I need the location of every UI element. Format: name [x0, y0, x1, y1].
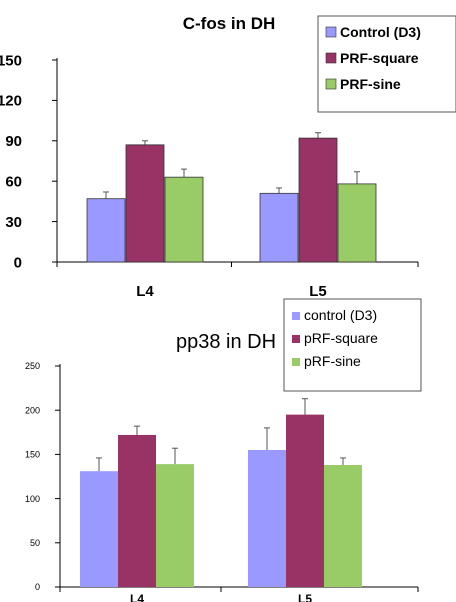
legend: Control (D3) PRF-square PRF-sine: [317, 15, 456, 113]
legend: control (D3) pRF-square pRF-sine: [283, 298, 422, 392]
y-tick-label: 150: [0, 52, 22, 69]
legend-box: [283, 298, 422, 392]
legend-label: PRF-sine: [340, 76, 401, 92]
legend-swatch: [292, 335, 300, 343]
y-tick-label: 30: [5, 214, 22, 231]
bar: [259, 192, 299, 263]
legend-swatch: [325, 78, 337, 90]
bar: [298, 137, 338, 263]
chart-1: C-fos in DH 0 30 60 90 120 150 L4 L5 Control (D3)…: [0, 14, 456, 300]
legend-box: [317, 15, 456, 113]
y-tick-label: 60: [5, 173, 22, 190]
y-tick-label: 250: [25, 361, 40, 371]
y-tick-label: 0: [35, 582, 40, 592]
x-category-label: L4: [130, 592, 144, 602]
bar: [286, 414, 324, 587]
legend-label: Control (D3): [340, 24, 421, 40]
bar: [86, 198, 126, 263]
legend-label: control (D3): [304, 307, 377, 323]
bar: [80, 471, 118, 587]
legend-swatch: [292, 312, 300, 320]
y-tick-label: 200: [25, 405, 40, 415]
legend-swatch: [292, 358, 300, 366]
y-tick-label: 0: [14, 254, 22, 271]
bar: [337, 183, 377, 263]
legend-label: PRF-square: [340, 50, 419, 66]
chart-title: C-fos in DH: [183, 14, 276, 33]
y-tick-label: 90: [5, 133, 22, 150]
bar: [118, 434, 156, 587]
bar: [156, 464, 194, 587]
chart-2: pp38 in DH 0 50 100 150 200 250 L4 L5 control (D3…: [25, 298, 422, 602]
bar: [248, 449, 286, 587]
x-category-label: L5: [309, 283, 327, 300]
legend-swatch: [325, 26, 337, 38]
y-tick-label: 150: [25, 450, 40, 460]
legend-swatch: [325, 52, 337, 64]
y-tick-label: 120: [0, 93, 22, 110]
y-tick-label: 100: [25, 494, 40, 504]
bar: [125, 144, 165, 263]
x-category-label: L5: [298, 592, 312, 602]
chart-title: pp38 in DH: [176, 331, 276, 353]
x-category-label: L4: [136, 283, 154, 300]
bar: [164, 176, 204, 263]
bar: [324, 465, 362, 587]
legend-label: pRF-sine: [304, 353, 361, 369]
legend-label: pRF-square: [304, 330, 378, 346]
y-tick-label: 50: [30, 538, 40, 548]
